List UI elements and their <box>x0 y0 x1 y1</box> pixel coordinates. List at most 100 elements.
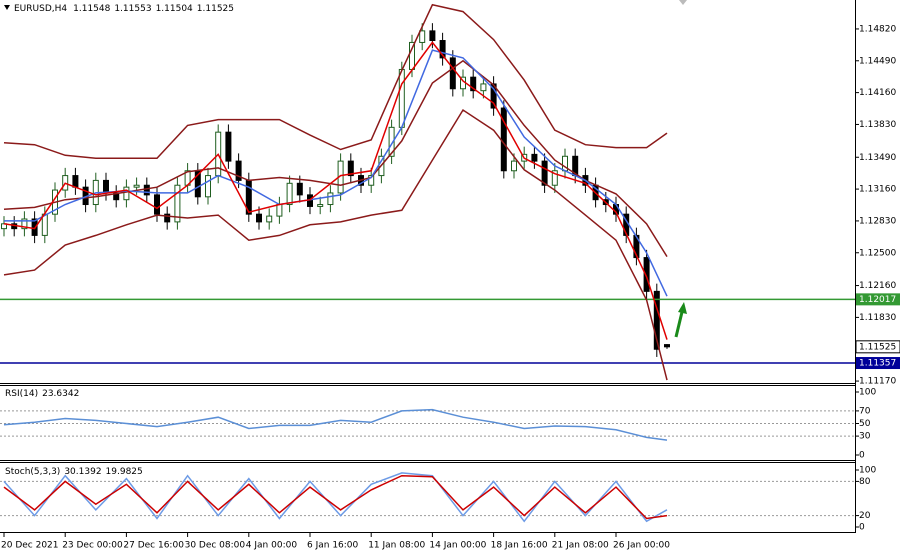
candle-body <box>154 194 160 215</box>
price-box <box>855 340 900 354</box>
x-tick-label: 26 Jan 00:00 <box>613 541 670 551</box>
candle-body <box>225 131 232 162</box>
stoch-title: Stoch(5,3,3) 30.1392 19.9825 <box>5 467 143 477</box>
arrow-head <box>678 302 687 314</box>
level-label: 1.12017 <box>859 295 896 305</box>
y-tick-label: 1.12160 <box>859 281 896 291</box>
series-line <box>3 472 668 523</box>
y-tick-label: 0 <box>859 451 865 461</box>
candle-body <box>480 83 487 92</box>
y-tick-label: 100 <box>859 466 876 476</box>
x-tick-label: 20 Dec 2021 <box>1 541 59 551</box>
candle-body <box>72 175 79 188</box>
candle-body <box>368 175 375 186</box>
x-tick-label: 23 Dec 00:00 <box>62 541 123 551</box>
ohlc-high: 1.11553 <box>114 4 151 14</box>
candle-body <box>664 344 670 348</box>
y-tick-label: 50 <box>859 419 871 429</box>
x-tick-label: 18 Jan 16:00 <box>491 541 548 551</box>
y-tick-label: 30 <box>859 432 871 442</box>
candle-body <box>643 257 650 292</box>
y-tick-label: 100 <box>859 388 876 398</box>
candle-body <box>21 218 28 230</box>
candle-body <box>388 126 395 157</box>
level-label: 1.11357 <box>859 359 896 369</box>
candle-body <box>317 204 324 207</box>
candle-body <box>531 153 538 162</box>
candle-body <box>653 290 660 350</box>
rsi-readout: 23.6342 <box>42 389 79 399</box>
y-tick-label: 1.11830 <box>859 313 896 323</box>
series-line <box>3 408 668 441</box>
y-tick-label: 70 <box>859 406 871 416</box>
candle-body <box>205 175 211 198</box>
level-box <box>856 357 900 370</box>
y-tick-label: 1.13160 <box>859 185 896 195</box>
candle-body <box>439 40 446 59</box>
stoch-readout: 19.9825 <box>106 467 143 477</box>
candle-body <box>490 83 497 109</box>
candle-body <box>470 76 477 92</box>
candle-body <box>449 57 456 90</box>
y-tick-label: 1.12830 <box>859 216 896 226</box>
series-line <box>3 3 668 159</box>
x-tick-label: 21 Jan 08:00 <box>552 541 609 551</box>
x-tick-label: 6 Jan 16:00 <box>307 541 359 551</box>
y-tick-label: 1.11170 <box>859 377 896 387</box>
candle-body <box>398 68 405 128</box>
series-line <box>3 474 668 520</box>
series-line <box>3 108 668 381</box>
y-tick-label: 1.13490 <box>859 153 896 163</box>
candle-body <box>123 186 130 201</box>
x-tick-label: 14 Jan 00:00 <box>429 541 486 551</box>
rsi-title: RSI(14) 23.6342 <box>5 389 79 399</box>
x-tick-label: 11 Jan 08:00 <box>368 541 425 551</box>
candle-body <box>266 215 273 223</box>
candle-body <box>296 182 303 196</box>
candle-body <box>256 213 262 223</box>
chart-title: EURUSD,H4 1.11548 1.11553 1.11504 1.11525 <box>14 4 234 14</box>
symbol: EURUSD,H4 <box>14 4 67 14</box>
shift-marker <box>679 0 687 5</box>
menu-icon <box>4 5 10 10</box>
x-tick-label: 27 Dec 16:00 <box>123 541 184 551</box>
candle-body <box>164 213 171 223</box>
candle-body <box>419 30 426 43</box>
candle-body <box>511 160 517 172</box>
price-label: 1.11525 <box>859 342 896 352</box>
y-tick-label: 1.14820 <box>859 24 896 34</box>
candle-body <box>235 160 242 181</box>
y-tick-label: 1.13830 <box>859 120 896 130</box>
ohlc-open: 1.11548 <box>73 4 110 14</box>
x-tick-label: 4 Jan 00:00 <box>246 541 298 551</box>
y-tick-label: 1.12500 <box>859 248 896 258</box>
candle-body <box>133 184 140 188</box>
candle-body <box>31 218 38 236</box>
candle-body <box>347 160 354 177</box>
stoch-readout: 30.1392 <box>64 467 101 477</box>
ohlc-low: 1.11504 <box>156 4 193 14</box>
candle-body <box>286 182 293 206</box>
candle-body <box>429 30 436 42</box>
y-tick-label: 80 <box>859 477 871 487</box>
candle-body <box>327 192 334 206</box>
candle-body <box>551 170 558 186</box>
candle-body <box>174 184 181 223</box>
y-tick-label: 0 <box>859 523 865 533</box>
rsi-name: RSI(14) <box>5 389 38 399</box>
y-tick-label: 1.14490 <box>859 56 896 66</box>
candle-body <box>541 160 548 186</box>
candle-body <box>276 204 283 217</box>
series-line <box>3 59 668 257</box>
candle-body <box>103 179 109 194</box>
ohlc-close: 1.11525 <box>197 4 234 14</box>
annotation-arrow <box>674 302 687 338</box>
stoch-name: Stoch(5,3,3) <box>5 467 60 477</box>
arrow-shaft <box>674 311 684 338</box>
candle-body <box>143 184 150 196</box>
series-line <box>3 41 668 340</box>
level-box <box>856 293 900 306</box>
y-tick-label: 1.14160 <box>859 88 896 98</box>
